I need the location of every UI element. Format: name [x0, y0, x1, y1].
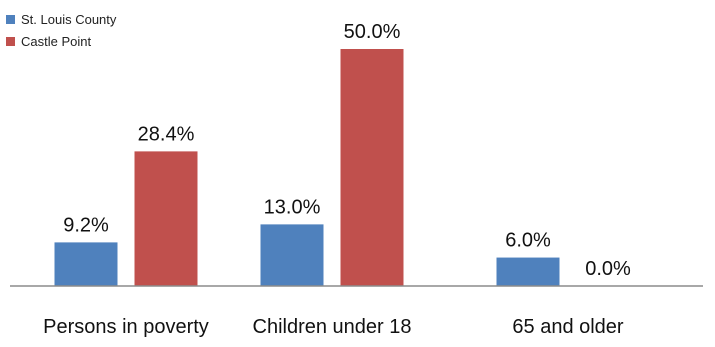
category-label-persons-in-poverty: Persons in poverty: [43, 316, 209, 338]
value-label-st-louis-county-children-under-18: 13.0%: [264, 196, 321, 218]
legend-swatch-st-louis-county: [6, 14, 15, 24]
legend: St. Louis County Castle Point: [6, 8, 116, 52]
legend-label-st-louis-county: St. Louis County: [21, 11, 117, 27]
bar-st-louis-county-65-and-older: [496, 257, 560, 286]
value-label-castle-point-65-and-older: 0.0%: [585, 258, 631, 280]
value-labels-group: 9.2% 28.4% 13.0% 50.0% 6.0% 0.0%: [63, 21, 631, 280]
value-label-st-louis-county-65-and-older: 6.0%: [505, 230, 551, 252]
legend-item-castle-point: Castle Point: [6, 30, 116, 52]
bar-st-louis-county-children-under-18: [260, 224, 324, 286]
value-label-st-louis-county-persons-in-poverty: 9.2%: [63, 214, 109, 236]
legend-label-castle-point: Castle Point: [21, 33, 92, 49]
bar-castle-point-children-under-18: [340, 49, 404, 286]
bar-castle-point-persons-in-poverty: [134, 151, 198, 286]
legend-swatch-castle-point: [6, 36, 15, 46]
legend-item-st-louis-county: St. Louis County: [6, 8, 116, 30]
category-labels-group: Persons in poverty Children under 18 65 an…: [43, 316, 624, 338]
bars-group: [54, 49, 560, 286]
category-label-children-under-18: Children under 18: [253, 316, 412, 338]
category-label-65-and-older: 65 and older: [512, 316, 624, 338]
value-label-castle-point-children-under-18: 50.0%: [344, 21, 401, 43]
value-label-castle-point-persons-in-poverty: 28.4%: [138, 123, 195, 145]
bar-st-louis-county-persons-in-poverty: [54, 242, 118, 286]
